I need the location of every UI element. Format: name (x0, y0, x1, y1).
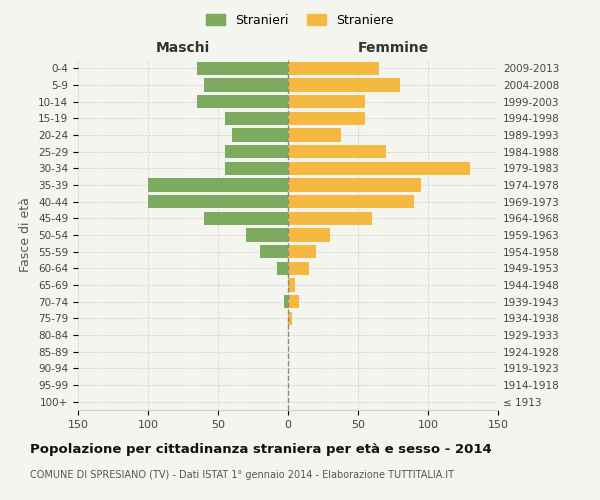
Bar (232, 128, 288, 141)
Bar (246, 228, 288, 241)
Y-axis label: Fasce di età: Fasce di età (19, 198, 32, 272)
Bar (197, 95, 288, 108)
Bar (288, 145, 386, 158)
Bar (288, 295, 299, 308)
Bar (288, 278, 295, 291)
Bar (288, 212, 372, 225)
Bar (288, 245, 316, 258)
Bar (288, 195, 414, 208)
Bar (284, 295, 288, 308)
Legend: Stranieri, Straniere: Stranieri, Straniere (202, 8, 398, 32)
Text: Popolazione per cittadinanza straniera per età e sesso - 2014: Popolazione per cittadinanza straniera p… (30, 442, 492, 456)
Bar (277, 262, 288, 275)
Text: COMUNE DI SPRESIANO (TV) - Dati ISTAT 1° gennaio 2014 - Elaborazione TUTTITALIA.: COMUNE DI SPRESIANO (TV) - Dati ISTAT 1°… (30, 470, 454, 480)
Bar (204, 78, 288, 92)
Bar (288, 128, 341, 141)
Bar (225, 112, 288, 125)
Bar (288, 62, 379, 75)
Bar (260, 245, 288, 258)
Bar (204, 212, 288, 225)
Bar (288, 262, 309, 275)
Bar (288, 178, 421, 192)
Text: Maschi: Maschi (156, 41, 210, 55)
Bar (288, 228, 330, 241)
Bar (288, 112, 365, 125)
Bar (225, 145, 288, 158)
Bar (288, 78, 400, 92)
Bar (288, 95, 365, 108)
Bar (148, 178, 288, 192)
Bar (225, 162, 288, 175)
Bar (197, 62, 288, 75)
Text: Femmine: Femmine (358, 41, 428, 55)
Bar (288, 162, 470, 175)
Bar (148, 195, 288, 208)
Bar (288, 312, 292, 325)
